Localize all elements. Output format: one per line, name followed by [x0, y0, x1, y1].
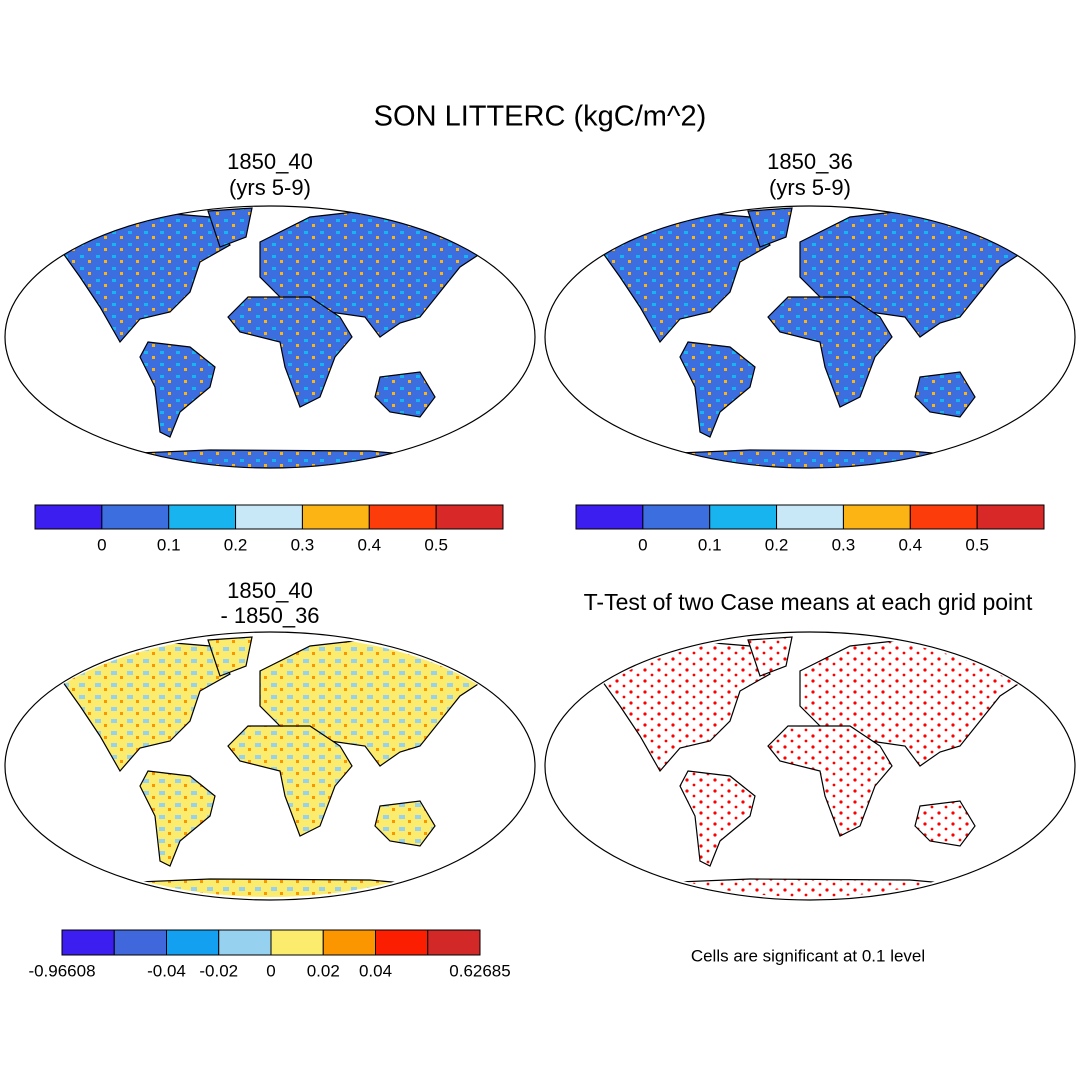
colorbar-box — [270, 929, 324, 956]
colorbar-label: 0.5 — [424, 535, 448, 554]
colorbar-box — [34, 504, 103, 530]
colorbar-label: 0.62685 — [449, 961, 510, 980]
colorbar-label: 0 — [97, 535, 106, 554]
colorbar-box — [322, 929, 376, 956]
colorbar-box — [235, 504, 303, 530]
colorbar-box — [101, 504, 170, 530]
colorbar-box — [218, 929, 272, 956]
colorbar-label: 0.1 — [157, 535, 181, 554]
panel-title: - 1850_36 — [220, 603, 319, 628]
colorbar-box — [776, 504, 844, 530]
colorbar-box — [435, 504, 504, 530]
colorbar-label: 0 — [638, 535, 647, 554]
panel-title: 1850_36 — [767, 149, 853, 174]
colorbar-box — [842, 504, 911, 530]
colorbar-box — [427, 929, 481, 956]
colorbar-label: 0.04 — [359, 961, 392, 980]
colorbar-box — [909, 504, 978, 530]
map — [4, 205, 536, 469]
panel-title: (yrs 5-9) — [229, 175, 311, 200]
colorbar-label: 0.4 — [898, 535, 922, 554]
colorbar-label: 0 — [266, 961, 275, 980]
colorbar-label: -0.96608 — [28, 961, 95, 980]
colorbar-box — [976, 504, 1045, 530]
map — [544, 631, 1076, 901]
colorbar-box — [575, 504, 644, 530]
colorbar-box — [168, 504, 237, 530]
map — [4, 631, 536, 901]
panel-title: (yrs 5-9) — [769, 175, 851, 200]
colorbar-label: -0.04 — [147, 961, 186, 980]
colorbar-label: 0.1 — [698, 535, 722, 554]
colorbar-label: 0.3 — [291, 535, 315, 554]
colorbar-box — [368, 504, 437, 530]
colorbar-box — [113, 929, 167, 956]
colorbar-box — [61, 929, 115, 956]
map — [544, 205, 1076, 469]
figure-title: SON LITTERC (kgC/m^2) — [374, 101, 707, 133]
colorbar-box — [709, 504, 778, 530]
colorbar-box — [642, 504, 711, 530]
note: Cells are significant at 0.1 level — [691, 946, 925, 965]
colorbar-box — [301, 504, 370, 530]
colorbar-label: 0.2 — [224, 535, 248, 554]
colorbar-label: 0.5 — [965, 535, 989, 554]
panel-title: 1850_40 — [227, 149, 313, 174]
colorbar-box — [375, 929, 429, 956]
colorbar-label: 0.02 — [307, 961, 340, 980]
colorbar-label: 0.4 — [357, 535, 381, 554]
colorbar-label: 0.2 — [765, 535, 789, 554]
colorbar-label: -0.02 — [199, 961, 238, 980]
panel-title: 1850_40 — [227, 578, 313, 603]
colorbar-box — [166, 929, 220, 956]
panel-title: T-Test of two Case means at each grid po… — [584, 589, 1033, 615]
colorbar-label: 0.3 — [832, 535, 856, 554]
